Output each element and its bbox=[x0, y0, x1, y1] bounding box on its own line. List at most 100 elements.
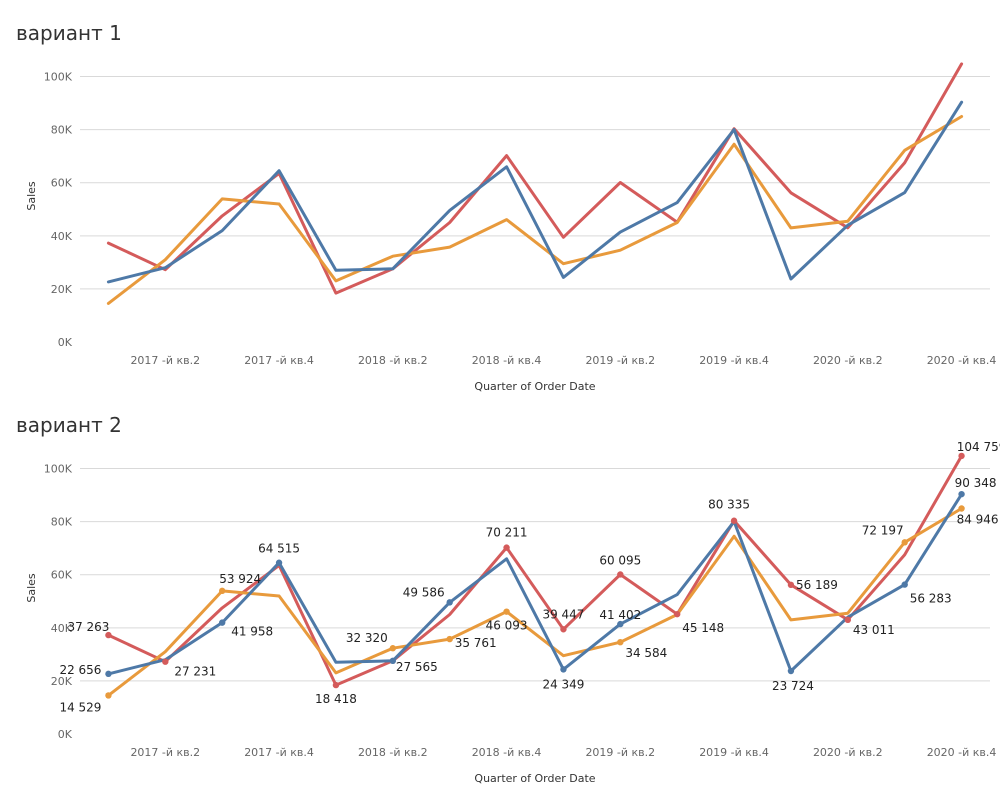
series-line bbox=[106, 115, 964, 305]
x-tick-label: 2020 -й кв.4 bbox=[927, 354, 997, 367]
y-tick-label: 20K bbox=[51, 675, 73, 688]
data-label: 49 586 bbox=[403, 585, 445, 599]
data-point bbox=[162, 658, 169, 665]
line-chart-variant-1: 0K 20K 40K 60K 80K 100K Sales 2017 -й кв.2 2017 … bbox=[25, 62, 997, 393]
data-label: 104 759 bbox=[957, 440, 1000, 454]
data-point bbox=[787, 667, 795, 675]
y-tick-label: 20K bbox=[51, 283, 73, 296]
y-tick-label: 80K bbox=[51, 516, 73, 529]
x-axis-title: Quarter of Order Date bbox=[474, 772, 595, 785]
data-point bbox=[844, 616, 852, 624]
y-tick-label: 0K bbox=[58, 336, 73, 349]
data-label: 84 946 bbox=[957, 513, 999, 527]
data-label: 45 148 bbox=[682, 621, 724, 635]
data-label: 24 349 bbox=[542, 677, 584, 691]
x-tick-label: 2019 -й кв.2 bbox=[585, 354, 655, 367]
data-point bbox=[560, 666, 567, 673]
data-point bbox=[446, 635, 453, 643]
data-point bbox=[503, 544, 510, 551]
data-point bbox=[730, 517, 738, 524]
x-tick-label: 2018 -й кв.2 bbox=[358, 746, 428, 759]
y-tick-label: 40K bbox=[51, 622, 73, 635]
x-tick-label: 2017 -й кв.4 bbox=[244, 746, 314, 759]
data-point bbox=[617, 638, 624, 646]
data-label: 46 093 bbox=[486, 619, 528, 633]
x-tick-label: 2020 -й кв.2 bbox=[813, 746, 883, 759]
y-axis-title: Sales bbox=[25, 181, 38, 211]
y-tick-label: 40K bbox=[51, 230, 73, 243]
data-point bbox=[218, 619, 226, 626]
data-point bbox=[275, 559, 283, 566]
data-label: 80 335 bbox=[708, 498, 750, 512]
data-label: 41 402 bbox=[599, 608, 641, 622]
x-tick-label: 2019 -й кв.4 bbox=[699, 354, 769, 367]
data-point bbox=[389, 657, 397, 665]
data-label: 60 095 bbox=[599, 553, 641, 567]
chart-1-title: вариант 1 bbox=[16, 21, 122, 45]
data-point bbox=[560, 626, 567, 633]
data-point bbox=[105, 670, 112, 678]
data-point bbox=[958, 490, 965, 498]
x-tick-label: 2017 -й кв.2 bbox=[130, 746, 200, 759]
chart-2-title: вариант 2 bbox=[16, 413, 122, 437]
data-label: 53 924 bbox=[219, 572, 261, 586]
series-line bbox=[106, 454, 964, 687]
data-point bbox=[617, 571, 624, 578]
data-label: 41 958 bbox=[231, 625, 273, 639]
y-tick-label: 60K bbox=[51, 177, 73, 190]
x-tick-label: 2018 -й кв.2 bbox=[358, 354, 428, 367]
x-tick-label: 2017 -й кв.4 bbox=[244, 354, 314, 367]
y-tick-label: 0K bbox=[58, 728, 73, 741]
x-tick-label: 2020 -й кв.2 bbox=[813, 354, 883, 367]
data-point bbox=[958, 452, 965, 460]
y-axis-title: Sales bbox=[25, 573, 38, 603]
data-label: 35 761 bbox=[455, 636, 497, 650]
data-label: 72 197 bbox=[862, 523, 904, 537]
data-label: 14 529 bbox=[59, 700, 101, 714]
x-tick-label: 2017 -й кв.2 bbox=[130, 354, 200, 367]
x-tick-label: 2019 -й кв.4 bbox=[699, 746, 769, 759]
x-tick-label: 2018 -й кв.4 bbox=[472, 354, 542, 367]
data-label: 90 348 bbox=[955, 476, 997, 490]
data-point bbox=[673, 610, 681, 618]
data-point bbox=[901, 581, 908, 588]
data-label: 23 724 bbox=[772, 679, 814, 693]
data-label: 27 231 bbox=[174, 665, 216, 679]
data-point bbox=[389, 645, 397, 652]
data-label: 56 189 bbox=[796, 578, 838, 592]
series-line bbox=[106, 492, 964, 676]
x-tick-label: 2019 -й кв.2 bbox=[585, 746, 655, 759]
data-label: 32 320 bbox=[346, 631, 388, 645]
y-tick-label: 60K bbox=[51, 569, 73, 582]
data-point bbox=[503, 608, 510, 615]
y-tick-label: 100K bbox=[44, 463, 73, 476]
data-point bbox=[958, 505, 965, 512]
y-tick-label: 80K bbox=[51, 124, 73, 137]
data-point bbox=[105, 631, 112, 639]
line-chart-variant-2: 0K 20K 40K 60K 80K 100K Sales 2017 -й кв.2 2017 … bbox=[25, 440, 1000, 785]
y-tick-label: 100K bbox=[44, 71, 73, 84]
data-point bbox=[446, 599, 453, 606]
series-line bbox=[106, 507, 964, 697]
x-tick-label: 2018 -й кв.4 bbox=[472, 746, 542, 759]
data-label: 22 656 bbox=[59, 663, 101, 677]
data-label: 39 447 bbox=[542, 607, 584, 621]
data-label: 56 283 bbox=[910, 592, 952, 606]
data-label: 64 515 bbox=[258, 542, 300, 556]
data-point bbox=[218, 587, 226, 595]
series-line bbox=[106, 62, 964, 295]
series-line bbox=[106, 100, 964, 284]
data-label: 70 211 bbox=[486, 526, 528, 540]
data-label: 43 011 bbox=[853, 623, 895, 637]
x-tick-label: 2020 -й кв.4 bbox=[927, 746, 997, 759]
data-label: 27 565 bbox=[396, 660, 438, 674]
data-point bbox=[901, 539, 908, 546]
data-label: 37 263 bbox=[67, 620, 109, 634]
data-label: 18 418 bbox=[315, 692, 357, 706]
data-point bbox=[105, 692, 112, 699]
data-point bbox=[332, 681, 340, 689]
data-label: 34 584 bbox=[625, 646, 667, 660]
x-axis-title: Quarter of Order Date bbox=[474, 380, 595, 393]
data-point bbox=[787, 581, 795, 589]
data-point bbox=[617, 620, 624, 628]
